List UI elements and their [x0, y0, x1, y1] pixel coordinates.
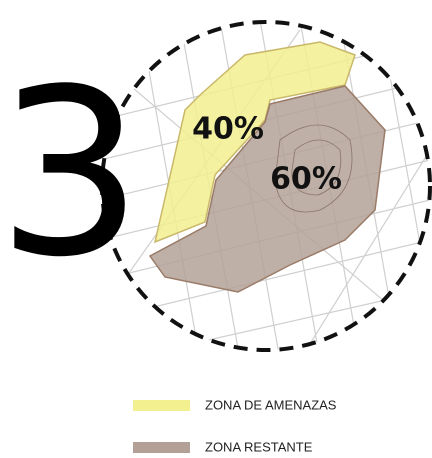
remaining-zone [148, 85, 386, 293]
legend-swatch [133, 442, 190, 453]
legend-swatch [133, 400, 190, 411]
legend-label: ZONA RESTANTE [205, 439, 313, 454]
legend-label: ZONA DE AMENAZAS [205, 397, 337, 412]
zone-percent: 60% [270, 162, 342, 197]
contours [274, 124, 353, 213]
zone-percent: 40% [192, 112, 264, 147]
threat-zone [153, 41, 356, 244]
boundary-circle [100, 20, 432, 352]
figure-number: 3 [0, 41, 143, 308]
